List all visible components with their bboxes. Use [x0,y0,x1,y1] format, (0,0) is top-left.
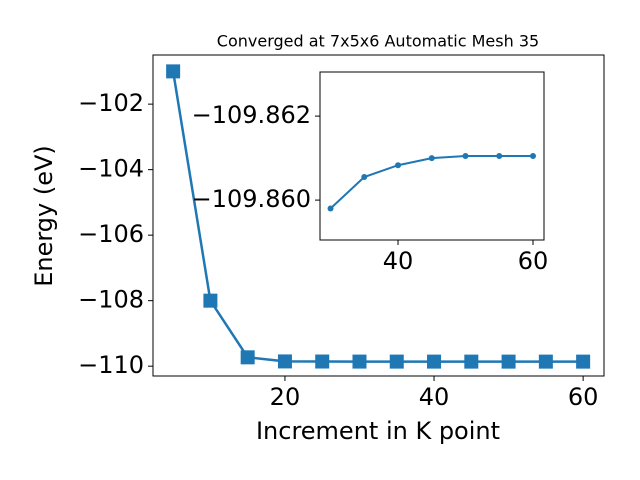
x-tick-label: 20 [270,383,301,411]
marker [389,354,404,369]
marker [576,354,591,369]
marker [315,354,330,369]
y-tick-label: −104 [78,155,144,183]
marker [496,153,503,159]
x-tick-label: 60 [568,383,599,411]
y-tick-label: −109.860 [192,185,311,213]
marker [501,354,516,369]
marker [240,350,255,365]
y-tick-label: −109.862 [192,101,311,129]
marker [361,174,368,180]
x-tick-label: 60 [518,247,549,275]
marker [327,205,334,212]
chart-title: Converged at 7x5x6 Automatic Mesh 35 [217,32,539,51]
marker [462,153,469,159]
marker [538,354,553,369]
marker [203,293,218,308]
marker [166,64,181,79]
x-tick-label: 40 [419,383,450,411]
marker [277,354,292,369]
marker [529,153,536,159]
y-tick-label: −108 [78,286,144,314]
marker [352,354,367,369]
marker [464,354,479,369]
y-axis-label: Energy (eV) [30,145,58,287]
marker [427,354,442,369]
y-tick-label: −110 [78,351,144,379]
marker [428,155,435,162]
x-axis-label: Increment in K point [256,417,500,445]
marker [395,162,402,169]
x-tick-label: 40 [383,247,414,275]
y-tick-label: −106 [78,220,144,248]
y-tick-label: −102 [78,89,144,117]
